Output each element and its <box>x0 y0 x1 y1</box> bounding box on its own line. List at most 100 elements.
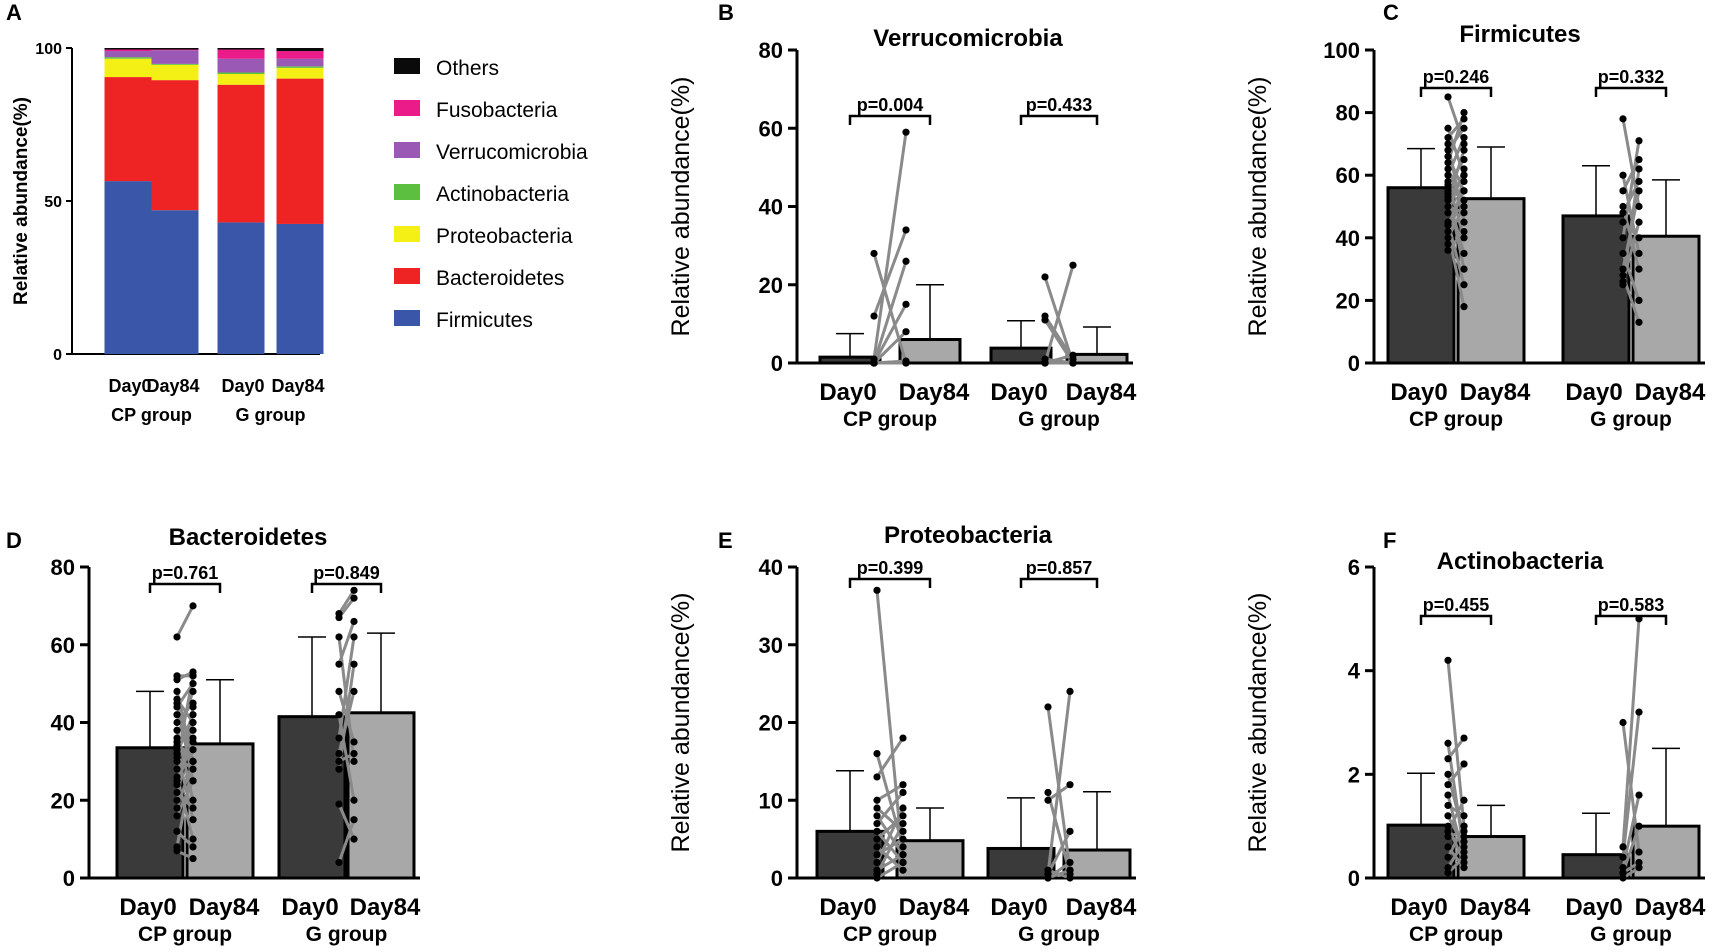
data-point <box>1460 165 1468 173</box>
data-point <box>1460 124 1468 132</box>
x-category-label: Day84 <box>899 379 970 406</box>
bar <box>1561 214 1631 365</box>
data-point <box>1444 159 1452 167</box>
paired-line <box>872 131 908 360</box>
data-point <box>1460 227 1468 236</box>
legend-swatch <box>394 310 420 326</box>
data-point <box>899 804 907 812</box>
data-point <box>899 866 907 874</box>
x-category-label: Day84 <box>271 376 324 396</box>
x-category-label: Day84 <box>1460 894 1531 921</box>
data-point <box>1044 874 1052 882</box>
data-point <box>1460 265 1468 273</box>
x-group-label: CP group <box>843 923 937 946</box>
y-tick-label: 30 <box>759 633 783 658</box>
data-point <box>1444 832 1452 841</box>
data-point <box>1460 853 1468 861</box>
data-point <box>1635 318 1643 326</box>
data-point <box>189 804 197 812</box>
data-point <box>899 827 907 835</box>
data-point <box>173 633 181 641</box>
data-point <box>1044 796 1052 804</box>
paired-line <box>1446 737 1466 760</box>
data-point <box>870 312 878 320</box>
data-point <box>1444 134 1452 142</box>
y-tick-label: 0 <box>771 866 783 891</box>
data-point <box>1460 234 1468 242</box>
data-point <box>1444 827 1452 835</box>
y-axis-label: Relative abundance(%) <box>1244 77 1272 337</box>
data-point <box>1635 155 1643 164</box>
data-point <box>1444 124 1452 132</box>
data-point <box>1444 801 1452 810</box>
panel-c: C Firmicutes 0 20 40 60 80 100 Relative abundanc… <box>1244 0 1706 431</box>
x-category-label: Day84 <box>1460 379 1531 406</box>
data-point <box>1619 869 1627 877</box>
data-point <box>1460 115 1468 123</box>
data-point <box>1066 874 1074 882</box>
data-point <box>1444 864 1452 872</box>
data-point <box>335 613 343 622</box>
data-point <box>1444 812 1452 820</box>
data-point <box>189 816 197 824</box>
data-point <box>1444 739 1452 747</box>
legend-swatch <box>394 226 420 242</box>
data-point <box>1460 822 1468 830</box>
data-point <box>350 796 358 804</box>
y-tick-label: 0 <box>63 866 75 891</box>
y-tick-label: 60 <box>51 633 75 658</box>
data-point <box>173 703 181 711</box>
x-category-label: Day84 <box>1635 379 1706 406</box>
significance-bracket <box>1594 86 1668 97</box>
data-point <box>873 874 881 882</box>
x-category-label: Day0 <box>1390 894 1447 921</box>
stack-segment-proteobacteria <box>217 74 265 85</box>
panel-b: B Verrucomicrobia 0 20 40 60 80 Relative abunda… <box>667 0 1137 431</box>
data-point <box>1460 827 1468 835</box>
bar <box>1456 835 1526 880</box>
x-category-label: Day0 <box>819 894 876 921</box>
stack-segment-proteobacteria <box>151 64 199 81</box>
data-point <box>1460 843 1468 851</box>
stack-segment-firmicutes <box>276 223 324 354</box>
data-point <box>899 835 907 843</box>
data-point <box>1460 146 1468 154</box>
data-point <box>1460 249 1468 258</box>
data-point <box>189 672 197 680</box>
stack-segment-verrucomicrobia <box>151 50 199 64</box>
data-point <box>173 827 181 835</box>
data-point <box>189 796 197 804</box>
data-point <box>1460 838 1468 846</box>
data-point <box>1635 137 1643 145</box>
paired-line <box>175 605 195 638</box>
y-axis-label: Relative abundance(%) <box>1244 593 1272 853</box>
data-point <box>902 328 910 336</box>
p-value-label: p=0.399 <box>857 558 924 578</box>
data-point <box>899 851 907 859</box>
paired-line <box>872 260 908 364</box>
p-value-label: p=0.761 <box>152 563 219 583</box>
data-point <box>1619 249 1627 258</box>
chart-title: Proteobacteria <box>884 522 1053 549</box>
data-point <box>1444 196 1452 204</box>
paired-line <box>1046 830 1072 875</box>
paired-line <box>337 589 356 615</box>
paired-line <box>1446 856 1466 874</box>
data-point <box>1460 281 1468 289</box>
data-point <box>1635 791 1643 799</box>
paired-line <box>1043 264 1075 364</box>
data-point <box>189 843 197 851</box>
p-value-label: p=0.332 <box>1598 67 1665 87</box>
y-tick-label: 40 <box>759 555 783 580</box>
paired-line <box>875 807 905 864</box>
x-category-label: Day84 <box>350 894 421 921</box>
paired-line <box>876 783 904 802</box>
x-group-label: G group <box>1018 408 1100 431</box>
stack-segment-verrucomicrobia <box>217 58 265 73</box>
data-point <box>1635 177 1643 186</box>
bar <box>277 715 347 880</box>
data-point <box>189 680 197 688</box>
y-axis-label: Relative abundance(%) <box>667 77 695 337</box>
paired-line <box>1621 825 1641 874</box>
legend-swatch <box>394 58 420 74</box>
